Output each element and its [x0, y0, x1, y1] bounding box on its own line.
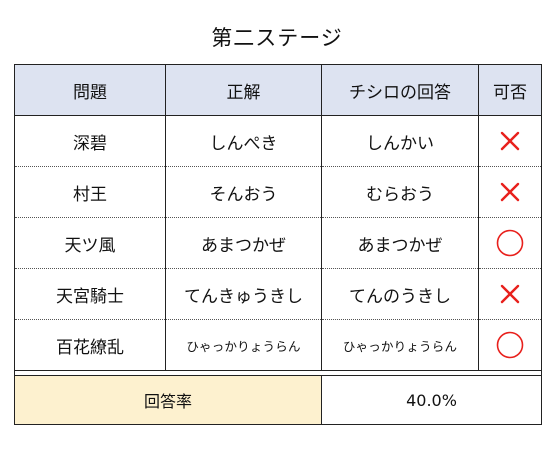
response-cell: しんかい	[321, 115, 479, 167]
answer-cell: しんぺき	[165, 115, 322, 167]
table-row: 百花繚乱 ひゃっかりょうらん ひゃっかりょうらん	[14, 319, 542, 371]
answer-cell: あまつかぜ	[165, 217, 322, 269]
result-cell	[478, 166, 542, 218]
header-response: チシロの回答	[321, 64, 479, 116]
score-row: 回答率 40.0%	[14, 375, 542, 425]
response-cell: あまつかぜ	[321, 217, 479, 269]
cross-icon	[500, 284, 520, 304]
response-cell: むらおう	[321, 166, 479, 218]
circle-icon	[496, 229, 524, 257]
response-cell: ひゃっかりょうらん	[321, 319, 479, 371]
result-cell	[478, 115, 542, 167]
result-cell	[478, 217, 542, 269]
table-row: 深碧 しんぺき しんかい	[14, 115, 542, 167]
answer-cell: そんおう	[165, 166, 322, 218]
question-cell: 百花繚乱	[14, 319, 166, 371]
cross-icon	[500, 182, 520, 202]
table-row: 天宮騎士 てんきゅうきし てんのうきし	[14, 268, 542, 320]
result-cell	[478, 319, 542, 371]
page-title: 第二ステージ	[211, 26, 343, 50]
question-cell: 村王	[14, 166, 166, 218]
header-result: 可否	[478, 64, 542, 116]
cross-icon	[500, 131, 520, 151]
question-cell: 深碧	[14, 115, 166, 167]
score-value: 40.0%	[321, 375, 542, 425]
header-answer: 正解	[165, 64, 322, 116]
question-cell: 天宮騎士	[14, 268, 166, 320]
response-cell: てんのうきし	[321, 268, 479, 320]
header-row: 問題 正解 チシロの回答 可否	[14, 64, 542, 116]
table-row: 天ツ風 あまつかぜ あまつかぜ	[14, 217, 542, 269]
question-cell: 天ツ風	[14, 217, 166, 269]
table-row: 村王 そんおう むらおう	[14, 166, 542, 218]
circle-icon	[496, 331, 524, 359]
answer-cell: ひゃっかりょうらん	[165, 319, 322, 371]
score-label: 回答率	[14, 375, 322, 425]
result-cell	[478, 268, 542, 320]
header-question: 問題	[14, 64, 166, 116]
quiz-table: 問題 正解 チシロの回答 可否 深碧 しんぺき しんかい 村王 そんおう むらお…	[14, 64, 542, 425]
answer-cell: てんきゅうきし	[165, 268, 322, 320]
